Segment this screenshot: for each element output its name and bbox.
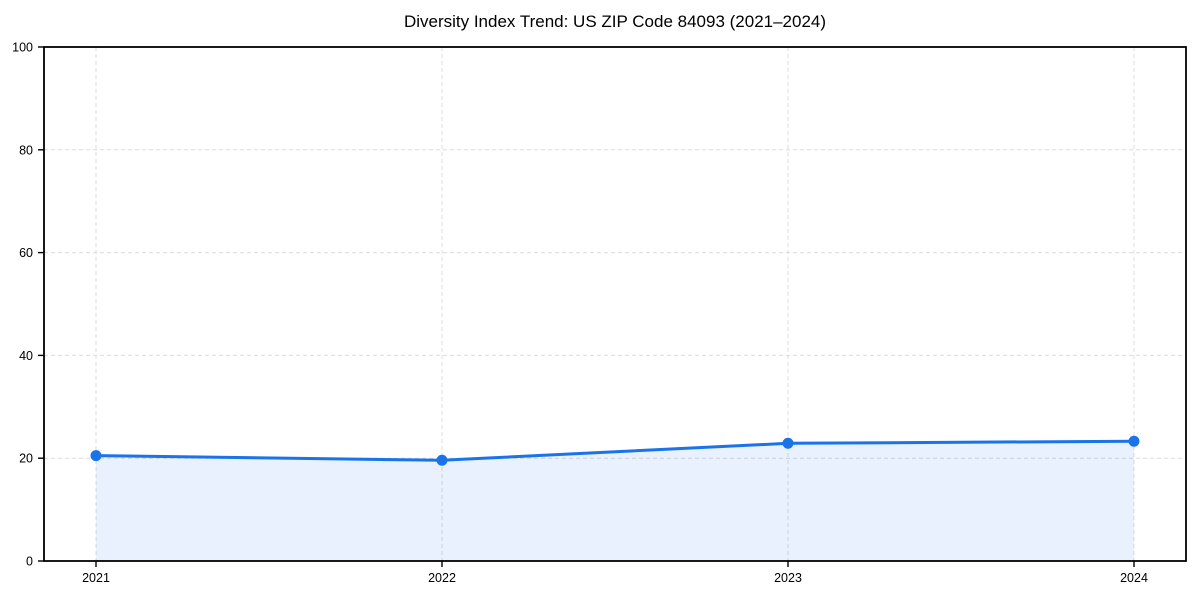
x-tick-label: 2022 [428, 571, 456, 585]
y-tick-label: 40 [19, 349, 33, 363]
chart-title: Diversity Index Trend: US ZIP Code 84093… [403, 12, 827, 31]
y-tick-label: 100 [12, 41, 33, 55]
data-point-2023 [782, 437, 794, 449]
x-tick-label: 2021 [82, 571, 110, 585]
data-point-2021 [90, 450, 102, 462]
trend-line [94, 439, 1136, 462]
area-fill [96, 441, 1134, 561]
x-tick-label: 2024 [1120, 571, 1148, 585]
y-tick-label: 80 [19, 143, 33, 157]
x-tick-label: 2023 [774, 571, 802, 585]
data-point-2022 [436, 454, 448, 466]
y-tick-label: 0 [26, 555, 33, 569]
y-tick-label: 20 [19, 452, 33, 466]
y-tick-label: 60 [19, 246, 33, 260]
data-point-2024 [1128, 435, 1140, 447]
plot-border [43, 46, 1187, 562]
